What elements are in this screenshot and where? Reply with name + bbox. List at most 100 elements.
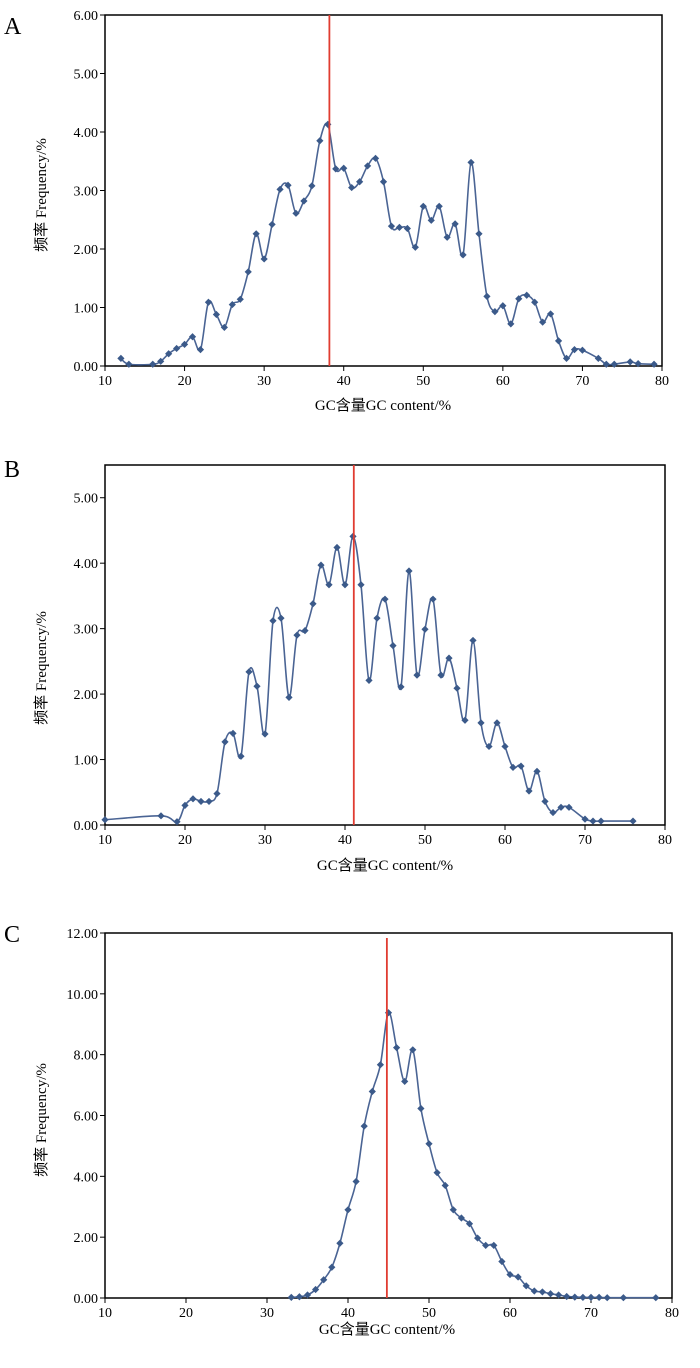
panel-b-data-point: [365, 676, 373, 684]
panel-b-data-point: [533, 767, 541, 775]
panel-c-plot-frame: [104, 932, 673, 1299]
panel-c-data-point: [287, 1293, 295, 1301]
panel-c-y-tick-label: 10.00: [67, 988, 99, 1003]
panel-c-data-point: [490, 1241, 498, 1249]
panel-a-data-point: [348, 183, 356, 192]
panel-b-data-point: [389, 642, 397, 650]
panel-c-x-tick-label: 70: [584, 1306, 598, 1321]
panel-b-x-tick-label: 50: [418, 833, 432, 848]
panel-a-data-point: [157, 357, 165, 365]
panel-a-y-tick-label: 1.00: [74, 302, 99, 317]
panel-b-y-axis-label: 频率 Frequency/%: [33, 611, 50, 725]
panel-a-data-point: [403, 224, 411, 233]
panel-a-data-point: [435, 202, 443, 210]
panel-b-data-point: [405, 567, 413, 575]
panel-a-data-point: [220, 323, 228, 331]
panel-letter-c: C: [4, 922, 20, 948]
panel-b-data-point: [269, 617, 277, 625]
panel-b-data-point: [581, 815, 589, 823]
panel-b-data-point: [517, 762, 525, 770]
panel-c-data-point: [401, 1077, 409, 1086]
panel-c-y-axis-label: 频率 Frequency/%: [33, 1063, 50, 1177]
panel-b-data-point: [333, 543, 341, 552]
panel-a-data-point: [570, 346, 579, 354]
panel-a-data-point: [491, 307, 499, 316]
panel-b-x-tick-label: 30: [258, 833, 272, 848]
panel-c-data-point: [441, 1181, 449, 1190]
panel-a-data-point: [467, 158, 475, 167]
panel-b-data-point: [237, 752, 245, 760]
panel-a-data-point: [228, 300, 236, 309]
panel-a-data-point: [212, 310, 220, 319]
panel-b-y-tick-label: 4.00: [74, 557, 99, 572]
panel-b-data-point: [293, 631, 301, 639]
panel-a-data-point: [363, 162, 372, 170]
panel-c-x-tick-label: 50: [422, 1306, 436, 1321]
panel-b-data-point: [245, 668, 253, 676]
panel-a-data-point: [236, 295, 244, 303]
panel-b-data-point: [557, 803, 565, 811]
panel-b-data-point: [381, 595, 389, 603]
panel-c-data-point: [393, 1044, 401, 1052]
panel-a-data-point: [379, 178, 388, 186]
panel-a-y-axis-label: 频率 Frequency/%: [33, 138, 50, 252]
panel-b-data-point: [341, 581, 349, 589]
panel-b-data-point: [549, 808, 557, 817]
panel-a-x-tick-label: 10: [98, 374, 112, 389]
panel-a-data-point: [451, 220, 459, 228]
panel-a-data-point: [523, 291, 531, 299]
panel-b-data-point: [421, 625, 429, 633]
panel-c-series-line: [291, 1011, 656, 1299]
panel-a-x-tick-label: 60: [496, 374, 510, 389]
panel-a-data-point: [196, 346, 205, 354]
panel-c-data-point: [555, 1291, 563, 1299]
panel-c-data-point: [320, 1276, 328, 1284]
panel-a-data-point: [459, 251, 467, 259]
panel-b-x-axis-label: GC含量GC content/%: [317, 857, 453, 874]
panel-c-x-tick-label: 20: [179, 1306, 193, 1321]
panel-a-data-point: [602, 360, 610, 368]
panel-b-data-point: [173, 818, 181, 826]
panel-c-data-point: [417, 1104, 425, 1113]
panel-b-data-point: [485, 742, 493, 751]
panel-a-y-tick-label: 0.00: [74, 360, 99, 375]
panel-c-x-tick-label: 10: [98, 1306, 112, 1321]
panel-b-data-point: [181, 801, 189, 809]
panel-b-data-point: [221, 738, 229, 746]
panel-b-y-tick-label: 3.00: [74, 623, 99, 638]
panel-a-data-point: [475, 230, 483, 238]
panel-a-x-tick-label: 80: [655, 374, 669, 389]
panel-c-data-point: [563, 1292, 571, 1301]
panel-c-data-point: [336, 1239, 344, 1247]
panel-b-y-tick-label: 1.00: [74, 754, 99, 769]
panel-a-data-point: [117, 354, 125, 362]
panel-a-data-point: [371, 154, 380, 162]
panel-a-data-point: [180, 340, 189, 348]
panel-b-data-point: [453, 684, 461, 692]
panel-b-data-point: [469, 636, 477, 645]
panel-c-data-point: [603, 1294, 611, 1302]
panel-c: C 0.00 2.00 4.00 6.00 8.00 10.00 12.00 10 20 30 40…: [4, 922, 679, 1338]
panel-b-data-point: [285, 693, 293, 701]
panel-a-y-tick-label: 5.00: [74, 68, 99, 83]
panel-c-y-tick-label: 4.00: [74, 1170, 99, 1185]
panel-a-y-tick-label: 3.00: [74, 185, 99, 200]
panel-a: A 0.00 1.00 2.00 3.00 4.00 5.00 6.00 10 20 30 40 50…: [4, 9, 669, 414]
panel-b-data-point: [101, 816, 109, 824]
panel-c-data-point: [522, 1282, 530, 1290]
panel-a-data-point: [173, 344, 181, 353]
panel-b-data-point: [413, 671, 421, 679]
panel-b-y-tick-label: 5.00: [74, 492, 99, 507]
panel-c-data-point: [360, 1122, 368, 1130]
panel-b-plot: 0.00 1.00 2.00 3.00 4.00 5.00 10 20 30 40 50 60 70 80: [74, 464, 672, 848]
panel-b-x-tick-label: 40: [338, 833, 352, 848]
panel-a-data-point: [594, 354, 602, 362]
panel-a-data-point: [276, 185, 284, 193]
panel-b-data-point: [509, 763, 517, 771]
panel-a-x-tick-label: 20: [178, 374, 192, 389]
panel-a-data-point: [268, 220, 276, 229]
panel-b-y-tick-label: 2.00: [74, 688, 99, 703]
panel-a-data-point: [300, 197, 308, 205]
panel-b-data-point: [197, 797, 205, 806]
panel-c-data-point: [295, 1293, 303, 1301]
